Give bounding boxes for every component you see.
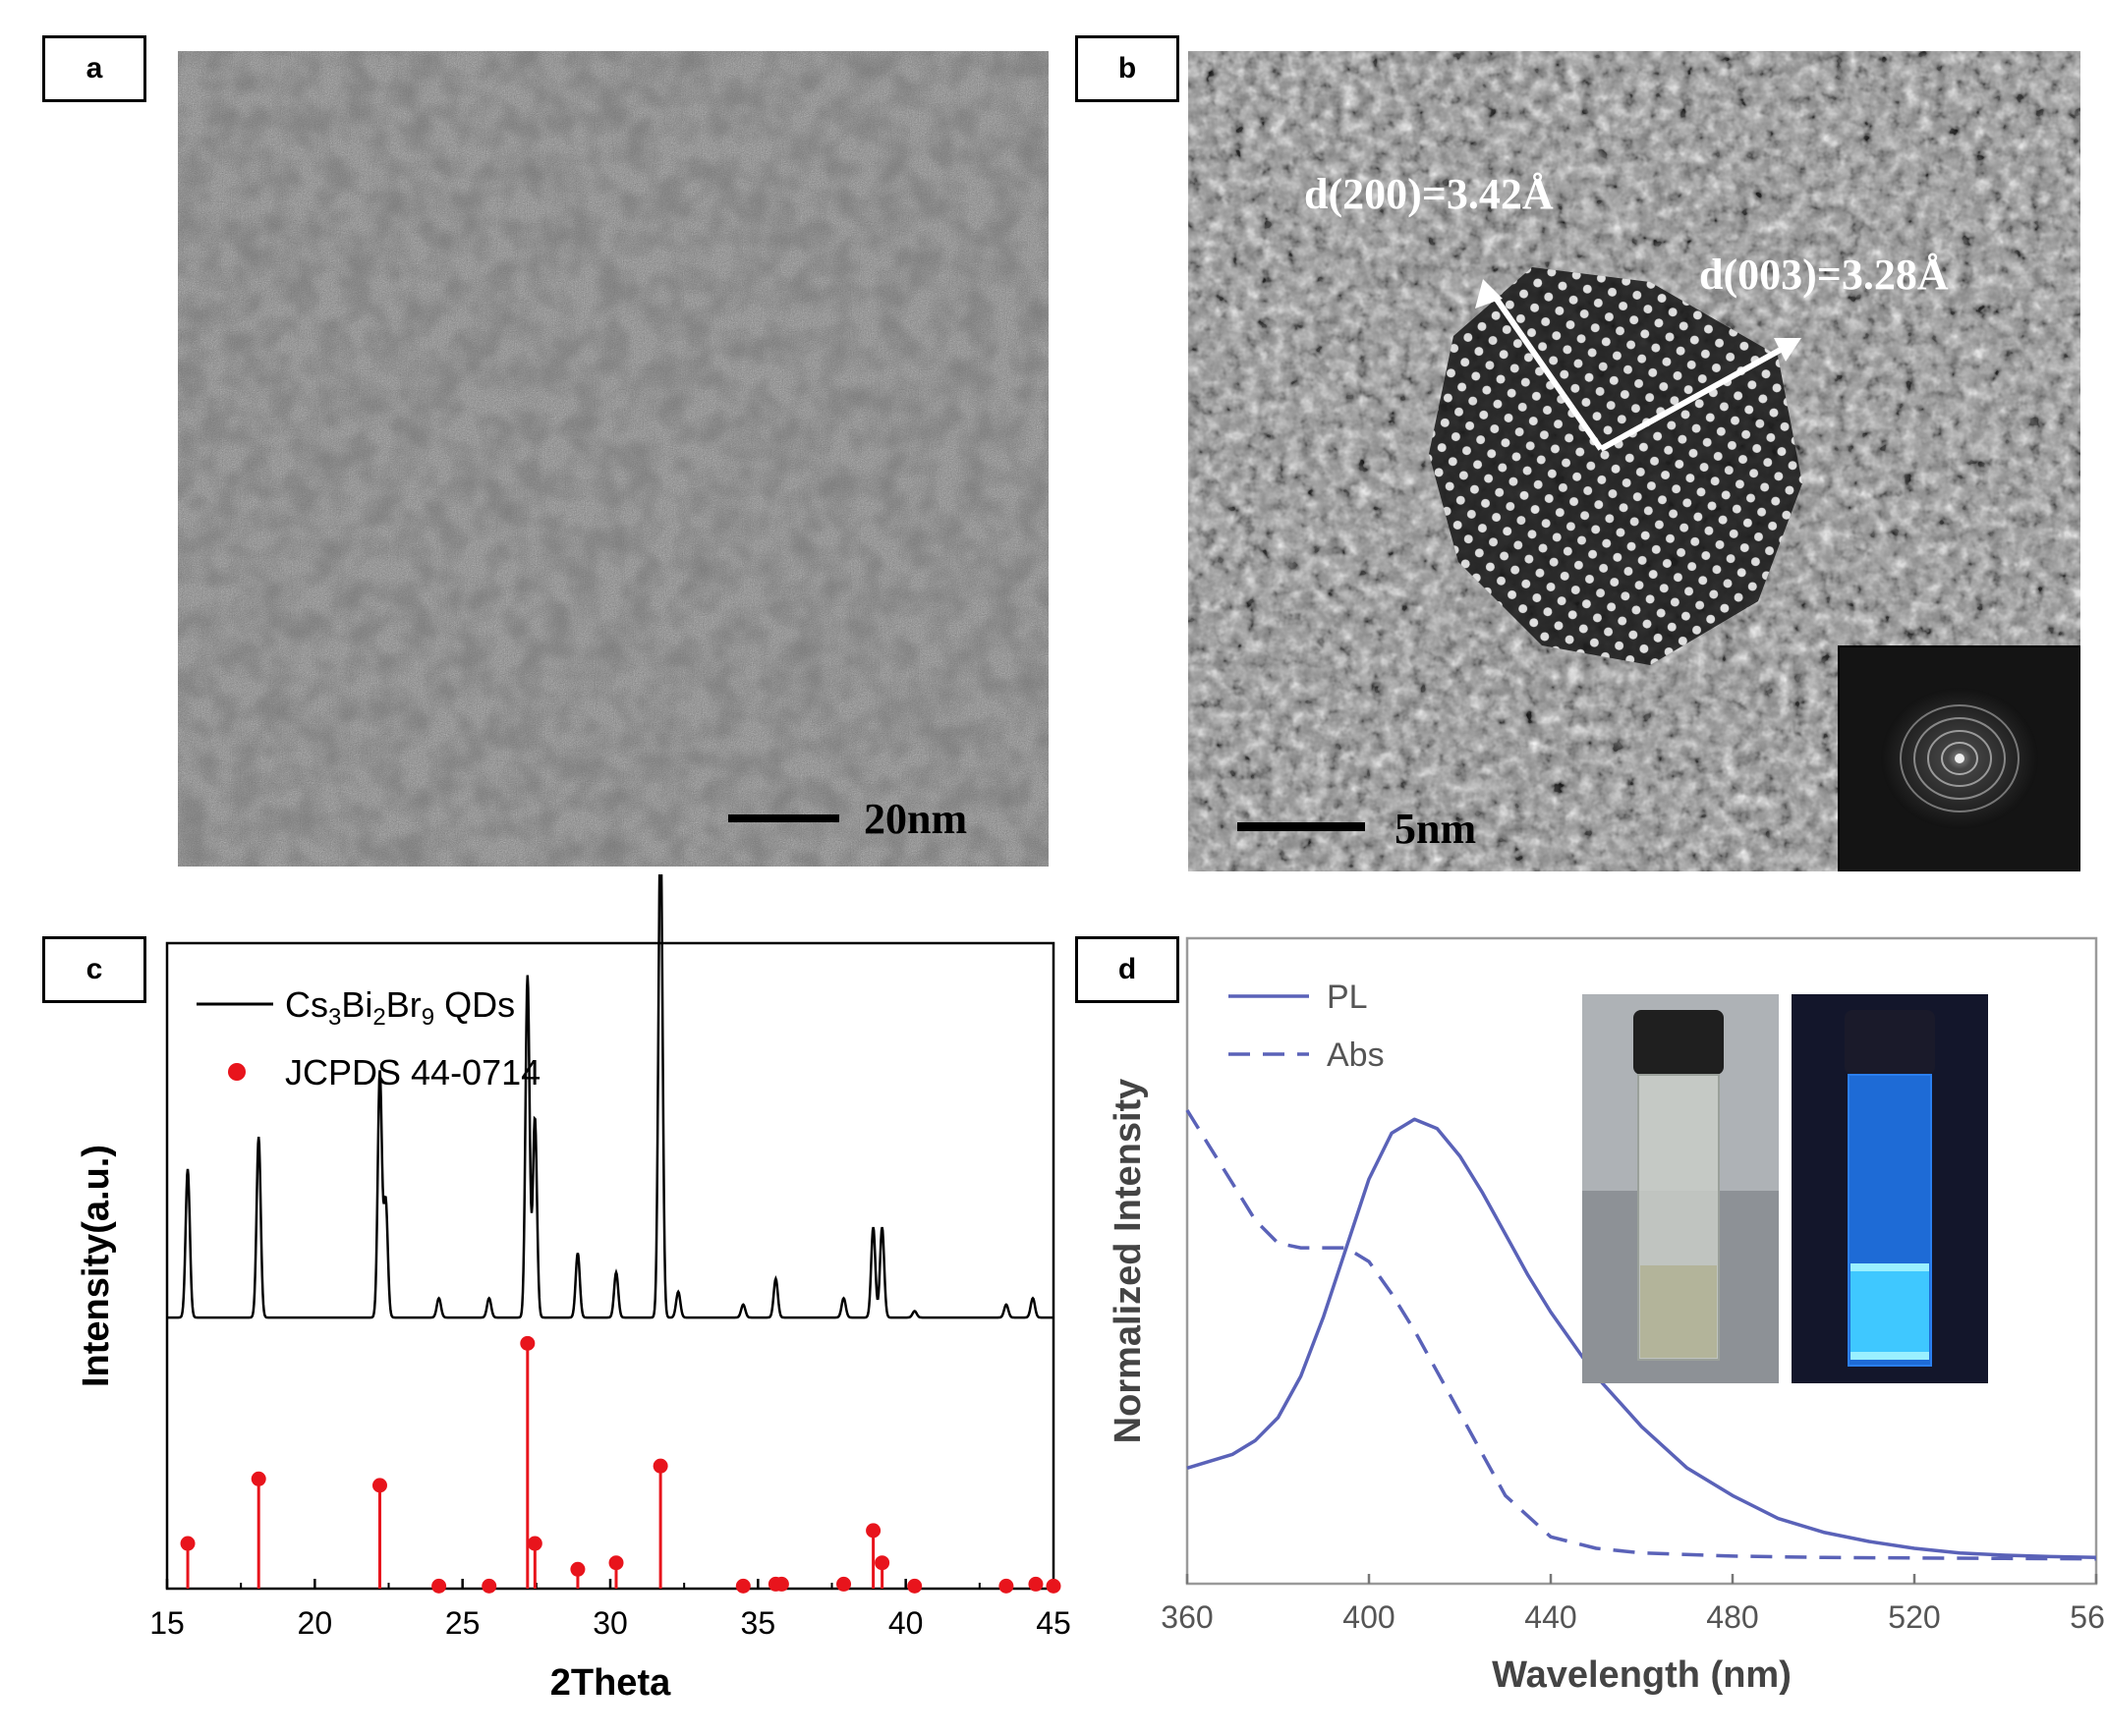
legend-label-pl: PL — [1327, 979, 1368, 1016]
x-tick-label-d: 400 — [1342, 1599, 1395, 1635]
scale-bar-label-b: 5nm — [1395, 805, 1476, 853]
legend-swatch-jcpds — [228, 1063, 246, 1081]
reference-marker — [836, 1576, 852, 1592]
xrd-pattern-line — [167, 874, 1053, 1319]
plot-frame-d — [1185, 936, 2098, 1586]
reference-marker — [907, 1578, 923, 1594]
legend-subscript: 2 — [372, 1004, 385, 1031]
x-tick-label-c: 30 — [593, 1605, 628, 1641]
annotation-d200: d(200)=3.42Å — [1304, 170, 1554, 218]
scale-bar-line-a — [728, 814, 839, 822]
legend-text-part: QDs — [434, 984, 515, 1025]
xrd-chart: 15 20 25 30 35 40 45 2Theta Intensity(a.u.) Cs3Bi… — [76, 874, 1071, 1704]
legend-text-part: Bi — [341, 984, 372, 1025]
tem-particles — [178, 51, 1049, 867]
reference-marker — [527, 1536, 542, 1551]
panel-label-b: b — [1075, 35, 1179, 102]
reference-marker — [251, 1471, 266, 1486]
reference-marker — [431, 1578, 447, 1594]
panel-b-hrtem-image: d(200)=3.42Å d(003)=3.28Å 5nm — [1188, 51, 2080, 871]
x-tick-label-c: 25 — [445, 1605, 481, 1641]
reference-marker — [180, 1536, 196, 1551]
reference-marker — [482, 1578, 497, 1594]
vial-cap-ambient — [1633, 1010, 1724, 1075]
series-line-abs — [1185, 1109, 2097, 1561]
reference-marker — [570, 1561, 586, 1577]
arrow-d003-head — [1774, 338, 1801, 362]
x-tick-label-c: 15 — [149, 1605, 185, 1641]
legend-text-part: Br — [386, 984, 422, 1025]
reference-marker — [608, 1555, 624, 1571]
tem-image-a-svg: 20nm — [178, 51, 1049, 867]
legend-subscript: 3 — [328, 1004, 341, 1031]
scale-bar-label-a: 20nm — [864, 795, 967, 843]
x-tick-label-c: 40 — [888, 1605, 924, 1641]
x-tick-label-c: 20 — [298, 1605, 333, 1641]
legend-subscript: 9 — [422, 1004, 434, 1031]
reference-marker — [866, 1523, 882, 1539]
reference-marker — [875, 1555, 890, 1571]
x-axis-label-c: 2Theta — [550, 1662, 671, 1704]
x-tick-label-d: 480 — [1706, 1599, 1758, 1635]
arrow-d200-head — [1475, 279, 1503, 308]
arrow-d200-shaft — [1488, 289, 1604, 451]
x-tick-label-d: 560 — [2070, 1599, 2106, 1635]
x-axis-label-d: Wavelength (nm) — [1492, 1654, 1792, 1696]
vial-liquid-uv — [1850, 1265, 1929, 1360]
x-tick-label-d: 440 — [1524, 1599, 1576, 1635]
reference-marker — [371, 1478, 387, 1493]
legend-text-part: Cs — [285, 984, 328, 1025]
panel-label-a: a — [42, 35, 146, 102]
y-axis-label-d: Normalized Intensity — [1108, 1079, 1149, 1444]
panel-label-c: c — [42, 936, 146, 1003]
x-tick-label-d: 360 — [1161, 1599, 1213, 1635]
panel-a-tem-image: 20nm — [178, 51, 1049, 867]
y-axis-label-c: Intensity(a.u.) — [76, 1145, 117, 1387]
vial-photo-inset — [1582, 994, 1988, 1383]
x-tick-label-c: 35 — [741, 1605, 776, 1641]
vial-bottom-glow-uv — [1850, 1352, 1929, 1360]
arrow-d003-shaft — [1599, 343, 1790, 452]
reference-marker — [773, 1576, 789, 1592]
x-tick-label-d: 520 — [1888, 1599, 1940, 1635]
plot-frame-c — [165, 941, 1055, 1591]
reference-marker — [1028, 1576, 1044, 1592]
nanocrystal-lattice — [1429, 267, 1802, 665]
legend-label-jcpds: JCPDS 44-0714 — [285, 1052, 541, 1092]
reference-marker — [520, 1335, 536, 1351]
vial-cap-uv — [1845, 1010, 1935, 1075]
reference-marker — [998, 1578, 1014, 1594]
legend-label-abs: Abs — [1327, 1036, 1385, 1074]
hrtem-image-b-svg: d(200)=3.42Å d(003)=3.28Å 5nm — [1188, 51, 2080, 871]
legend-label-qds: Cs3Bi2Br9 QDs — [285, 984, 515, 1031]
series-line-pl — [1186, 1117, 2097, 1560]
vial-liquid-ambient — [1640, 1265, 1717, 1358]
pl-abs-chart: 360 400 440 480 520 560 Wavelength (nm) Normali… — [1108, 936, 2106, 1696]
reference-marker — [653, 1458, 668, 1474]
x-tick-label-c: 45 — [1036, 1605, 1071, 1641]
reference-marker — [735, 1578, 751, 1594]
fft-inset — [1838, 645, 2080, 871]
scale-bar-line-b — [1237, 822, 1365, 831]
annotation-d003: d(003)=3.28Å — [1699, 251, 1949, 299]
panel-label-d: d — [1075, 936, 1179, 1003]
reference-marker — [1046, 1578, 1061, 1594]
vial-meniscus-uv — [1850, 1263, 1929, 1271]
